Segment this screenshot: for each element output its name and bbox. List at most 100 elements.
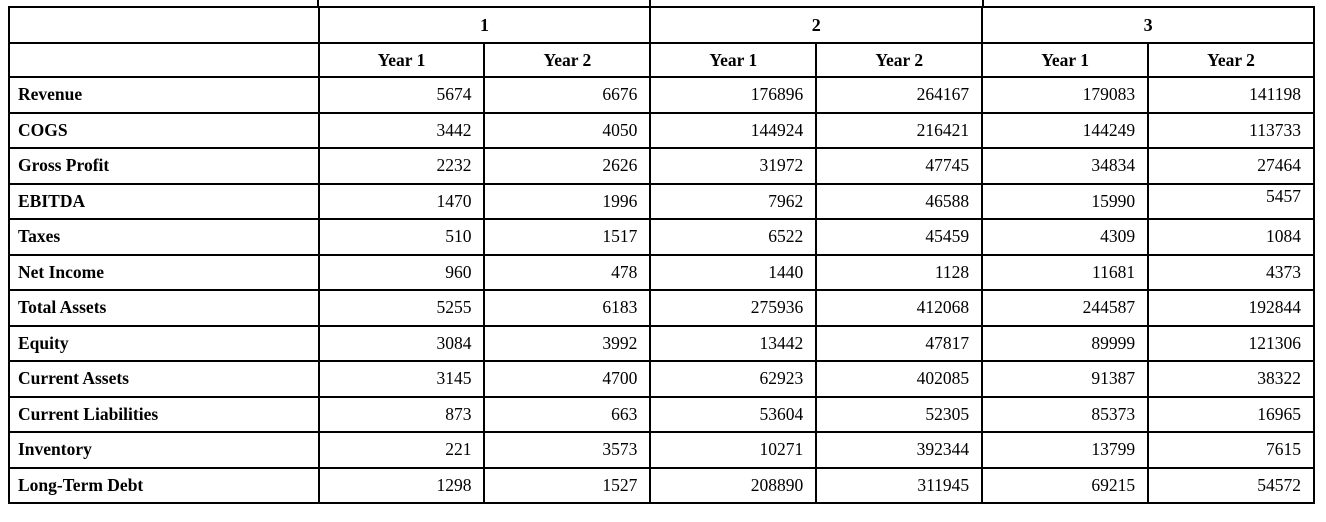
- cell-net-income-1: 960: [317, 253, 486, 291]
- row-label-revenue: Revenue: [8, 76, 320, 114]
- cell-long-term-debt-2: 1527: [483, 466, 652, 504]
- cell-taxes-2: 1517: [483, 218, 652, 256]
- cell-equity-5: 89999: [981, 324, 1150, 362]
- cell-long-term-debt-3: 208890: [649, 466, 818, 504]
- year-header-2: Year 2: [483, 42, 652, 78]
- row-label-inventory: Inventory: [8, 431, 320, 469]
- cell-cogs-1: 3442: [317, 111, 486, 149]
- cell-taxes-5: 4309: [981, 218, 1150, 256]
- cell-ebitda-3: 7962: [649, 182, 818, 220]
- row-label-gross-profit: Gross Profit: [8, 147, 320, 185]
- cell-total-assets-6: 192844: [1147, 289, 1315, 327]
- cell-gross-profit-3: 31972: [649, 147, 818, 185]
- cell-current-liabilities-6: 16965: [1147, 395, 1315, 433]
- cell-ebitda-2: 1996: [483, 182, 652, 220]
- table-row-cogs: COGS 3442 4050 144924 216421 144249 113733: [8, 111, 1315, 149]
- row-label-net-income: Net Income: [8, 253, 320, 291]
- top-tick-divider-3: [981, 0, 984, 7]
- table-row-ebitda: EBITDA 1470 1996 7962 46588 15990 5457: [8, 182, 1315, 220]
- cell-inventory-4: 392344: [815, 431, 984, 469]
- cell-taxes-6: 1084: [1147, 218, 1315, 256]
- cell-current-assets-6: 38322: [1147, 360, 1315, 398]
- cell-ebitda-4: 46588: [815, 182, 984, 220]
- year-header-4: Year 2: [815, 42, 984, 78]
- cell-equity-3: 13442: [649, 324, 818, 362]
- table-row-revenue: Revenue 5674 6676 176896 264167 179083 141198: [8, 76, 1315, 114]
- cell-inventory-2: 3573: [483, 431, 652, 469]
- table-row-gross-profit: Gross Profit 2232 2626 31972 47745 34834 27464: [8, 147, 1315, 185]
- group-header-2: 2: [649, 6, 984, 44]
- cell-inventory-6: 7615: [1147, 431, 1315, 469]
- cell-revenue-4: 264167: [815, 76, 984, 114]
- year-header-row: Year 1 Year 2 Year 1 Year 2 Year 1 Year 2: [8, 42, 1315, 78]
- cell-inventory-1: 221: [317, 431, 486, 469]
- table-row-net-income: Net Income 960 478 1440 1128 11681 4373: [8, 253, 1315, 291]
- cell-net-income-5: 11681: [981, 253, 1150, 291]
- row-label-taxes: Taxes: [8, 218, 320, 256]
- table-row-long-term-debt: Long-Term Debt 1298 1527 208890 311945 69215 5…: [8, 466, 1315, 504]
- cell-gross-profit-4: 47745: [815, 147, 984, 185]
- cell-current-liabilities-4: 52305: [815, 395, 984, 433]
- cell-current-assets-4: 402085: [815, 360, 984, 398]
- table-row-current-liabilities: Current Liabilities 873 663 53604 52305 85373…: [8, 395, 1315, 433]
- cell-revenue-1: 5674: [317, 76, 486, 114]
- cell-total-assets-2: 6183: [483, 289, 652, 327]
- cell-equity-4: 47817: [815, 324, 984, 362]
- cell-revenue-3: 176896: [649, 76, 818, 114]
- cell-total-assets-3: 275936: [649, 289, 818, 327]
- cell-inventory-3: 10271: [649, 431, 818, 469]
- cell-long-term-debt-5: 69215: [981, 466, 1150, 504]
- cell-net-income-4: 1128: [815, 253, 984, 291]
- cell-revenue-6: 141198: [1147, 76, 1315, 114]
- cell-current-assets-1: 3145: [317, 360, 486, 398]
- cell-ebitda-1: 1470: [317, 182, 486, 220]
- cell-equity-1: 3084: [317, 324, 486, 362]
- cell-ebitda-5: 15990: [981, 182, 1150, 220]
- cell-taxes-1: 510: [317, 218, 486, 256]
- cell-equity-2: 3992: [483, 324, 652, 362]
- row-label-current-liabilities: Current Liabilities: [8, 395, 320, 433]
- cell-gross-profit-1: 2232: [317, 147, 486, 185]
- cell-cogs-4: 216421: [815, 111, 984, 149]
- cell-current-liabilities-5: 85373: [981, 395, 1150, 433]
- top-tick-divider-1: [317, 0, 320, 7]
- year-header-3: Year 1: [649, 42, 818, 78]
- cell-revenue-5: 179083: [981, 76, 1150, 114]
- table-row-current-assets: Current Assets 3145 4700 62923 402085 91387 38…: [8, 360, 1315, 398]
- cell-gross-profit-6: 27464: [1147, 147, 1315, 185]
- cell-long-term-debt-6: 54572: [1147, 466, 1315, 504]
- row-label-total-assets: Total Assets: [8, 289, 320, 327]
- row-label-long-term-debt: Long-Term Debt: [8, 466, 320, 504]
- row-label-equity: Equity: [8, 324, 320, 362]
- cell-long-term-debt-4: 311945: [815, 466, 984, 504]
- row-label-current-assets: Current Assets: [8, 360, 320, 398]
- cell-inventory-5: 13799: [981, 431, 1150, 469]
- cell-current-liabilities-2: 663: [483, 395, 652, 433]
- cell-current-assets-5: 91387: [981, 360, 1150, 398]
- table-row-inventory: Inventory 221 3573 10271 392344 13799 7615: [8, 431, 1315, 469]
- corner-cell-2: [8, 42, 320, 78]
- cell-current-liabilities-3: 53604: [649, 395, 818, 433]
- cell-ebitda-6: 5457: [1147, 182, 1315, 220]
- cell-total-assets-4: 412068: [815, 289, 984, 327]
- cell-total-assets-5: 244587: [981, 289, 1150, 327]
- corner-cell: [8, 6, 320, 44]
- cell-cogs-6: 113733: [1147, 111, 1315, 149]
- top-tick-divider-2: [649, 0, 652, 7]
- table-body: Revenue 5674 6676 176896 264167 179083 141198 C…: [8, 76, 1315, 504]
- group-header-1: 1: [317, 6, 652, 44]
- cell-current-assets-2: 4700: [483, 360, 652, 398]
- cell-net-income-6: 4373: [1147, 253, 1315, 291]
- cell-current-liabilities-1: 873: [317, 395, 486, 433]
- cell-taxes-4: 45459: [815, 218, 984, 256]
- cell-long-term-debt-1: 1298: [317, 466, 486, 504]
- table-row-total-assets: Total Assets 5255 6183 275936 412068 244587 19…: [8, 289, 1315, 327]
- row-label-cogs: COGS: [8, 111, 320, 149]
- year-header-6: Year 2: [1147, 42, 1315, 78]
- cell-total-assets-1: 5255: [317, 289, 486, 327]
- cell-net-income-3: 1440: [649, 253, 818, 291]
